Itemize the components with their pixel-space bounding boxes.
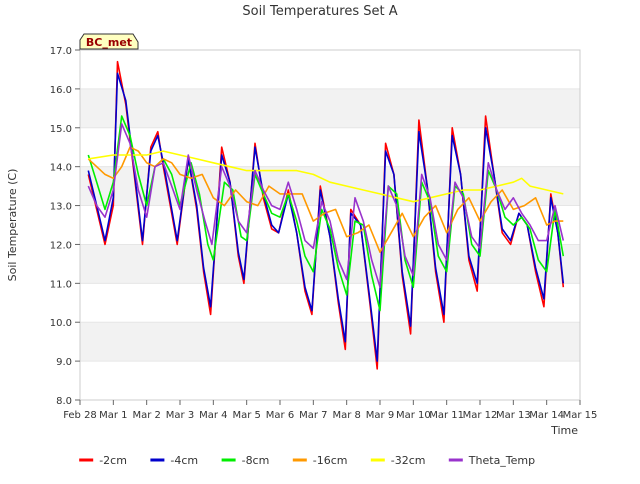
x-axis-label: Time — [550, 424, 578, 437]
x-tick-label: Mar 13 — [496, 410, 531, 421]
x-tick-label: Feb 28 — [63, 410, 97, 421]
station-badge-box — [79, 33, 139, 50]
x-tick-label: Mar 15 — [563, 410, 598, 421]
grid-band — [80, 166, 580, 206]
plot-area — [80, 49, 580, 401]
y-tick-label: 13.0 — [50, 202, 72, 213]
x-tick-label: Mar 12 — [463, 410, 498, 421]
y-tick-label: 12.0 — [50, 240, 72, 251]
x-tick-label: Mar 9 — [366, 410, 394, 421]
series-line — [88, 150, 564, 203]
x-tick-label: Mar 3 — [166, 410, 194, 421]
plot-frame — [79, 49, 581, 401]
y-tick-label: 17.0 — [50, 46, 72, 57]
x-tick-label: Mar 14 — [529, 410, 564, 421]
chart-title: Soil Temperatures Set A — [242, 4, 397, 19]
x-tick-label: Mar 8 — [332, 410, 360, 421]
y-tick-label: 10.0 — [50, 318, 72, 329]
x-tick-label: Mar 5 — [232, 410, 260, 421]
x-tick-label: Mar 10 — [396, 410, 431, 421]
legend-label: -16cm — [313, 454, 348, 467]
grid-band — [80, 322, 580, 362]
legend: -2cm -4cm -8cm -16cm -32cm Theta_Temp — [79, 454, 535, 467]
y-tick-label: 8.0 — [56, 396, 72, 407]
series-line — [87, 123, 565, 288]
y-tick-label: 9.0 — [56, 357, 72, 368]
legend-label: Theta_Temp — [468, 454, 535, 467]
y-tick-label: 11.0 — [50, 279, 72, 290]
y-axis-label: Soil Temperature (C) — [6, 169, 19, 282]
legend-label: -2cm — [99, 454, 127, 467]
legend-label: -4cm — [170, 454, 198, 467]
x-tick-label: Mar 1 — [99, 410, 127, 421]
x-tick-label: Mar 7 — [299, 410, 327, 421]
station-badge: BC_met — [79, 33, 139, 50]
axes-layer: 8.0 9.0 10.0 11.0 12.0 13.0 14.0 15.0 16.0 17.0 Fe… — [50, 46, 598, 421]
x-tick-label: Mar 2 — [132, 410, 160, 421]
legend-label: -32cm — [391, 454, 426, 467]
series-layer — [87, 60, 565, 370]
y-tick-label: 14.0 — [50, 163, 72, 174]
x-tick-label: Mar 11 — [429, 410, 464, 421]
grid-band — [80, 88, 580, 128]
y-tick-label: 16.0 — [50, 85, 72, 96]
y-tick-label: 15.0 — [50, 124, 72, 135]
legend-label: -8cm — [242, 454, 270, 467]
grid-band — [80, 244, 580, 284]
station-badge-label: BC_met — [86, 36, 132, 49]
x-tick-label: Mar 4 — [199, 410, 227, 421]
x-tick-label: Mar 6 — [266, 410, 294, 421]
